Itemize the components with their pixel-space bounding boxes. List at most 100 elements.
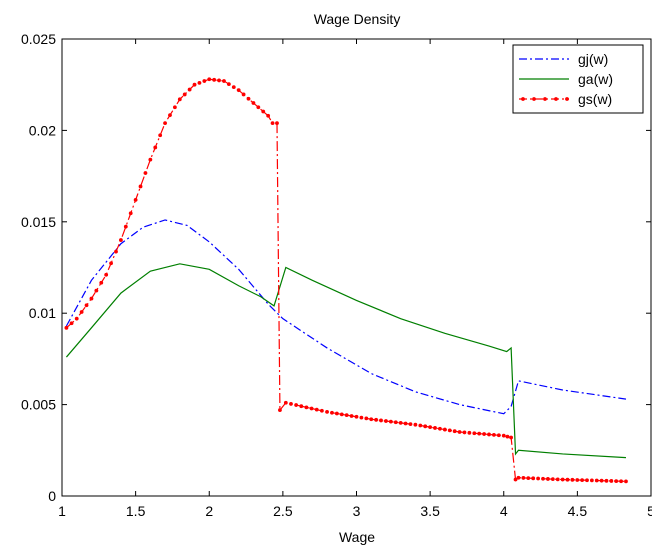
x-tick-label: 1.5 (126, 503, 146, 519)
series-point-gs-w (309, 406, 314, 411)
legend-label-ga-w: ga(w) (578, 71, 613, 87)
series-point-gs-w (364, 416, 369, 421)
series-point-gs-w (163, 121, 167, 125)
y-tick-label: 0.005 (21, 397, 56, 413)
legend: gj(w) ga(w) gs(w) (512, 44, 644, 114)
series-point-gs-w (207, 77, 212, 82)
legend-marker-gs-w (521, 97, 525, 101)
series-point-gs-w (393, 420, 398, 425)
series-point-gs-w (492, 432, 496, 437)
series-point-gs-w (334, 411, 339, 416)
series-point-gs-w (143, 171, 148, 175)
series-point-gs-w (521, 476, 526, 480)
series-point-gs-w (418, 423, 423, 428)
series-point-gs-w (197, 80, 202, 85)
series-point-gs-w (330, 410, 334, 415)
series-point-gs-w (594, 478, 599, 483)
series-point-gs-w (278, 408, 282, 412)
series-point-gs-w (314, 407, 319, 412)
series-point-gs-w (202, 79, 207, 83)
series-point-gs-w (501, 433, 506, 438)
series-point-gs-w (550, 477, 555, 482)
x-tick-label: 1 (58, 503, 66, 519)
series-point-gs-w (339, 412, 344, 417)
x-tick-label: 4 (500, 503, 508, 519)
series-point-gs-w (94, 288, 99, 293)
series-point-gs-w (344, 413, 349, 418)
y-tick-label: 0.015 (21, 214, 56, 230)
series-point-gs-w (236, 88, 241, 93)
x-tick-label: 5 (647, 503, 652, 519)
series-point-gs-w (447, 428, 452, 433)
legend-label-gj-w: gj(w) (578, 51, 608, 67)
series-point-gs-w (555, 477, 560, 482)
series-point-gs-w (403, 421, 408, 426)
series-point-gs-w (408, 422, 413, 426)
series-point-gs-w (599, 478, 604, 483)
series-point-gs-w (114, 249, 118, 254)
series-point-gs-w (505, 434, 510, 439)
series-point-gs-w (487, 432, 491, 437)
series-point-gs-w (84, 303, 89, 308)
series-point-gs-w (148, 157, 153, 162)
axes-layer: 1 1.5 2 2.5 3 3.5 4 4.5 5 0 0.005 0.01 0.015 0.02 0.02… (21, 31, 652, 519)
series-point-gs-w (222, 79, 226, 83)
series-point-gs-w (187, 87, 192, 92)
series-point-gs-w (472, 431, 477, 436)
series-point-gs-w (354, 414, 359, 419)
series-point-gs-w (526, 476, 531, 481)
series-point-gs-w (128, 211, 133, 216)
y-tick-label: 0 (48, 488, 56, 504)
series-point-gs-w (379, 418, 383, 423)
y-tick-label: 0.01 (29, 305, 56, 321)
series-layer (64, 77, 628, 484)
series-point-gs-w (349, 414, 354, 418)
series-point-gs-w (182, 92, 187, 97)
series-gs-w (64, 77, 628, 484)
legend-marker-gs-w (543, 97, 547, 101)
series-point-gs-w (388, 419, 393, 424)
series-point-gs-w (266, 113, 271, 118)
series-point-gs-w (294, 403, 299, 407)
x-tick-label: 4.5 (568, 503, 588, 519)
series-point-gs-w (74, 316, 79, 321)
x-tick-label: 2.5 (273, 503, 293, 519)
series-point-gs-w (283, 400, 288, 405)
series-point-gs-w (546, 477, 550, 481)
series-point-gs-w (482, 432, 487, 436)
series-gj-w (65, 219, 627, 415)
x-tick-label: 3 (353, 503, 361, 519)
series-point-gs-w (79, 310, 84, 314)
series-point-gs-w (496, 433, 501, 438)
y-tick-label: 0.02 (29, 122, 56, 138)
series-point-gs-w (69, 321, 74, 326)
chart-title: Wage Density (314, 11, 401, 27)
series-point-gs-w (614, 479, 619, 483)
series-point-gs-w (531, 476, 536, 481)
series-point-gs-w (246, 96, 251, 101)
series-point-gs-w (158, 133, 163, 138)
legend-marker-gs-w (554, 97, 558, 101)
series-point-gs-w (89, 296, 94, 301)
series-point-gs-w (153, 145, 158, 150)
series-point-gs-w (585, 478, 589, 483)
series-point-gs-w (168, 113, 172, 118)
series-point-gs-w (64, 325, 69, 330)
series-point-gs-w (261, 109, 266, 114)
series-point-gs-w (413, 422, 418, 427)
series-point-gs-w (570, 477, 575, 482)
series-point-gs-w (575, 478, 580, 482)
series-point-gs-w (256, 105, 261, 110)
series-point-gs-w (609, 479, 614, 483)
series-point-gs-w (104, 272, 109, 277)
series-point-gs-w (319, 408, 324, 413)
x-tick-label: 3.5 (420, 503, 440, 519)
series-point-gs-w (359, 415, 364, 420)
series-point-gs-w (275, 121, 279, 125)
series-point-gs-w (299, 404, 304, 409)
series-point-gs-w (133, 197, 138, 202)
series-point-gs-w (467, 430, 472, 435)
y-tick-label: 0.025 (21, 31, 56, 47)
